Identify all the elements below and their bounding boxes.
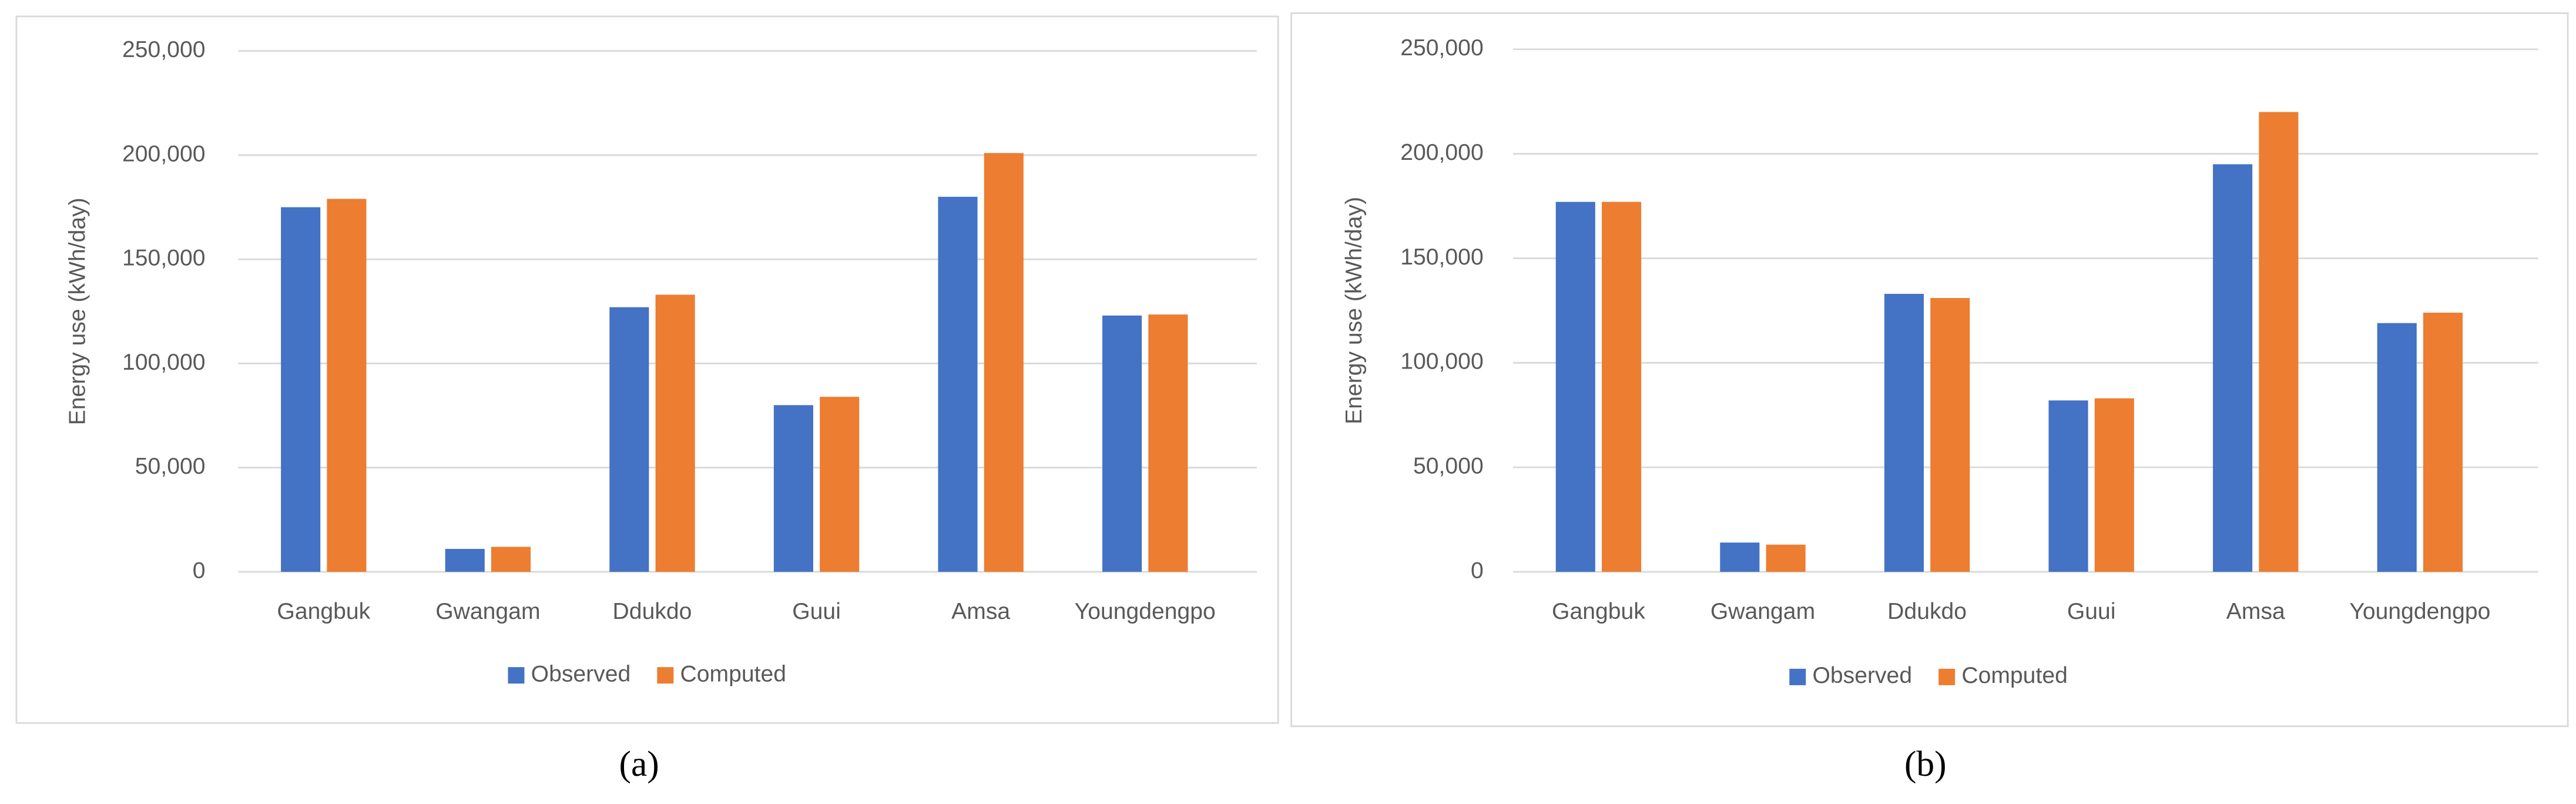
x-tick-label: Ddukdo bbox=[1887, 599, 1967, 624]
bar bbox=[491, 547, 531, 572]
bar bbox=[1720, 542, 1760, 572]
y-tick-label: 250,000 bbox=[1400, 35, 1483, 61]
bar bbox=[655, 294, 695, 572]
bar bbox=[281, 207, 321, 572]
panel-label: (b) bbox=[1904, 744, 1947, 784]
legend-label: Computed bbox=[1961, 663, 2068, 688]
bar bbox=[1766, 544, 1806, 572]
bar bbox=[938, 196, 978, 572]
legend-label: Observed bbox=[531, 661, 631, 686]
x-tick-label: Gangbuk bbox=[1552, 599, 1645, 624]
y-tick-label: 0 bbox=[193, 558, 206, 583]
y-tick-label: 50,000 bbox=[135, 454, 206, 479]
y-axis-label: Energy use (kWh/day) bbox=[65, 197, 90, 425]
x-tick-label: Youngdengpo bbox=[2349, 599, 2490, 624]
bar bbox=[2048, 400, 2088, 572]
bar bbox=[1102, 315, 1142, 572]
bar bbox=[2213, 164, 2253, 572]
panel-label: (a) bbox=[619, 744, 659, 784]
chart-frame bbox=[15, 15, 1279, 724]
x-tick-label: Amsa bbox=[951, 599, 1010, 624]
y-tick-label: 50,000 bbox=[1413, 453, 1484, 478]
y-tick-label: 100,000 bbox=[1400, 349, 1483, 374]
x-tick-label: Gwangam bbox=[435, 599, 540, 624]
y-tick-label: 150,000 bbox=[1400, 244, 1483, 270]
x-tick-label: Ddukdo bbox=[613, 599, 692, 624]
legend-swatch bbox=[1938, 668, 1956, 685]
y-tick-label: 150,000 bbox=[122, 246, 205, 271]
bar bbox=[773, 405, 813, 572]
bar bbox=[1884, 293, 1924, 572]
bar bbox=[2377, 323, 2417, 572]
legend-label: Computed bbox=[680, 661, 787, 686]
bar bbox=[1930, 298, 1970, 572]
legend-swatch bbox=[1789, 668, 1806, 685]
x-tick-label: Youngdengpo bbox=[1075, 599, 1216, 624]
x-tick-label: Guui bbox=[792, 599, 841, 624]
legend-label: Observed bbox=[1812, 663, 1912, 688]
y-tick-label: 200,000 bbox=[1400, 140, 1483, 165]
y-tick-label: 100,000 bbox=[122, 350, 205, 375]
bar bbox=[1555, 202, 1595, 572]
x-tick-label: Amsa bbox=[2226, 599, 2285, 624]
y-tick-label: 250,000 bbox=[122, 37, 205, 62]
x-tick-label: Gangbuk bbox=[277, 599, 370, 624]
bar bbox=[445, 548, 485, 572]
bar bbox=[2423, 312, 2463, 572]
y-axis-label: Energy use (kWh/day) bbox=[1341, 197, 1367, 424]
chart-frame bbox=[1290, 12, 2569, 728]
x-tick-label: Guui bbox=[2067, 599, 2116, 624]
bar bbox=[2259, 112, 2299, 572]
legend-swatch bbox=[508, 667, 525, 684]
bar bbox=[1602, 202, 1642, 572]
bar bbox=[609, 307, 649, 572]
bar bbox=[984, 153, 1024, 572]
bar bbox=[2094, 398, 2134, 572]
bar bbox=[820, 397, 860, 572]
y-tick-label: 0 bbox=[1471, 558, 1484, 583]
bar bbox=[1148, 314, 1188, 572]
legend-swatch bbox=[657, 667, 674, 684]
bar bbox=[327, 199, 367, 572]
y-tick-label: 200,000 bbox=[122, 141, 205, 166]
x-tick-label: Gwangam bbox=[1710, 599, 1815, 624]
